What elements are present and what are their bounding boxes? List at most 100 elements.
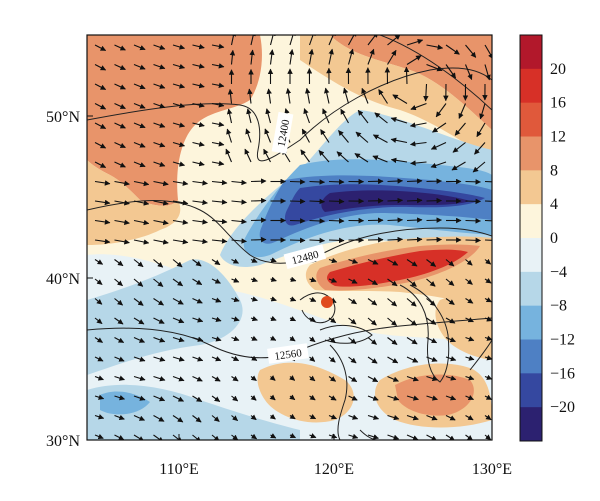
shade-orange-south (395, 374, 474, 416)
colorbar-label: 4 (550, 196, 558, 213)
wind-arrow (348, 433, 359, 440)
coastline-japan (469, 339, 492, 371)
wind-arrow (133, 298, 144, 306)
wind-arrow (172, 161, 186, 167)
wind-arrow (94, 414, 105, 420)
wind-arrow (289, 296, 297, 302)
wind-arrow (172, 336, 185, 343)
wind-arrow (250, 236, 267, 243)
contour-line-12480 (87, 200, 492, 264)
wind-arrow (484, 180, 492, 183)
colorbar (519, 34, 543, 442)
wind-arrow (328, 237, 345, 244)
wind-arrow (231, 434, 239, 440)
wind-arrow (250, 375, 257, 382)
wind-arrow (211, 121, 225, 128)
wind-arrow (423, 83, 429, 102)
wind-arrow (211, 336, 222, 342)
wind-arrow (133, 336, 146, 343)
wind-arrow (133, 141, 146, 148)
wind-arrow (172, 63, 186, 70)
wind-arrow (406, 38, 424, 46)
wind-arrow (309, 198, 326, 205)
wind-arrow (465, 218, 482, 224)
wind-arrow (474, 142, 486, 155)
wind-arrow (387, 197, 404, 204)
wind-arrow (348, 356, 357, 364)
wind-arrow (153, 298, 164, 306)
wind-arrow (172, 219, 189, 225)
wind-arrow (153, 102, 166, 109)
lat-label-40n: 40°N (46, 271, 80, 288)
colorbar-label: 8 (550, 162, 558, 179)
wind-arrow (387, 395, 400, 401)
wind-arrow (387, 178, 404, 184)
wind-arrow (247, 88, 253, 104)
wind-arrow (172, 83, 186, 89)
wind-arrow (192, 199, 208, 206)
wind-arrow (289, 35, 296, 46)
wind-arrow (484, 434, 492, 440)
wind-arrow (289, 375, 296, 381)
wind-arrow (426, 356, 438, 362)
wind-arrow (114, 83, 126, 90)
wind-arrow (231, 395, 239, 402)
wind-arrow (328, 35, 336, 46)
wind-arrow (454, 122, 466, 136)
wind-arrow (406, 356, 419, 363)
colorbar-swatch (520, 204, 542, 239)
wind-arrow (445, 298, 455, 305)
wind-arrow (361, 87, 369, 104)
wind-arrow (265, 108, 272, 124)
lat-label-50n: 50°N (46, 109, 80, 126)
wind-arrow (114, 356, 125, 362)
wind-arrow (387, 337, 398, 345)
wind-arrow (94, 337, 103, 343)
wind-arrow (348, 258, 359, 264)
wind-arrow (406, 217, 423, 223)
wind-arrow (153, 317, 165, 324)
wind-arrow (250, 335, 258, 341)
wind-arrow (250, 395, 257, 401)
wind-arrow (465, 44, 477, 58)
wind-arrow (211, 238, 228, 244)
wind-arrow (250, 355, 258, 361)
shade-tan-southeast (435, 295, 492, 360)
wind-arrow (229, 49, 236, 65)
wind-arrow (451, 161, 466, 171)
wind-arrow (250, 414, 257, 421)
wind-arrow (250, 178, 267, 184)
wind-arrow (355, 131, 369, 143)
wind-arrow (153, 141, 166, 148)
contour-label-12560: 12560 (267, 343, 309, 364)
wind-arrow (270, 257, 277, 263)
wind-arrow (367, 48, 375, 65)
wind-arrow (192, 180, 208, 186)
wind-arrow (445, 356, 457, 362)
wind-arrow (211, 278, 221, 284)
wind-arrow (309, 218, 326, 224)
wind-arrow (323, 87, 330, 104)
wind-arrow (390, 137, 408, 144)
wind-arrow (348, 337, 357, 345)
wind-arrow (465, 179, 482, 185)
wind-arrow (153, 356, 166, 362)
wind-arrow (153, 278, 164, 287)
wind-arrow (301, 128, 310, 143)
wind-arrow (94, 433, 104, 440)
wind-arrow (211, 160, 225, 167)
wind-arrow (231, 296, 240, 303)
coastline-east-china (329, 344, 348, 440)
wind-arrow (226, 128, 233, 143)
wind-arrow (133, 219, 150, 226)
wind-arrow (114, 434, 125, 440)
wind-arrow (133, 102, 146, 109)
wind-arrow (94, 259, 104, 265)
wind-arrow (192, 434, 202, 440)
wind-arrow (445, 375, 457, 381)
wind-arrow (211, 179, 228, 186)
wind-arrow (172, 356, 185, 362)
wind-arrow (153, 395, 166, 402)
wind-arrow (153, 180, 169, 187)
wind-arrow (114, 298, 124, 306)
